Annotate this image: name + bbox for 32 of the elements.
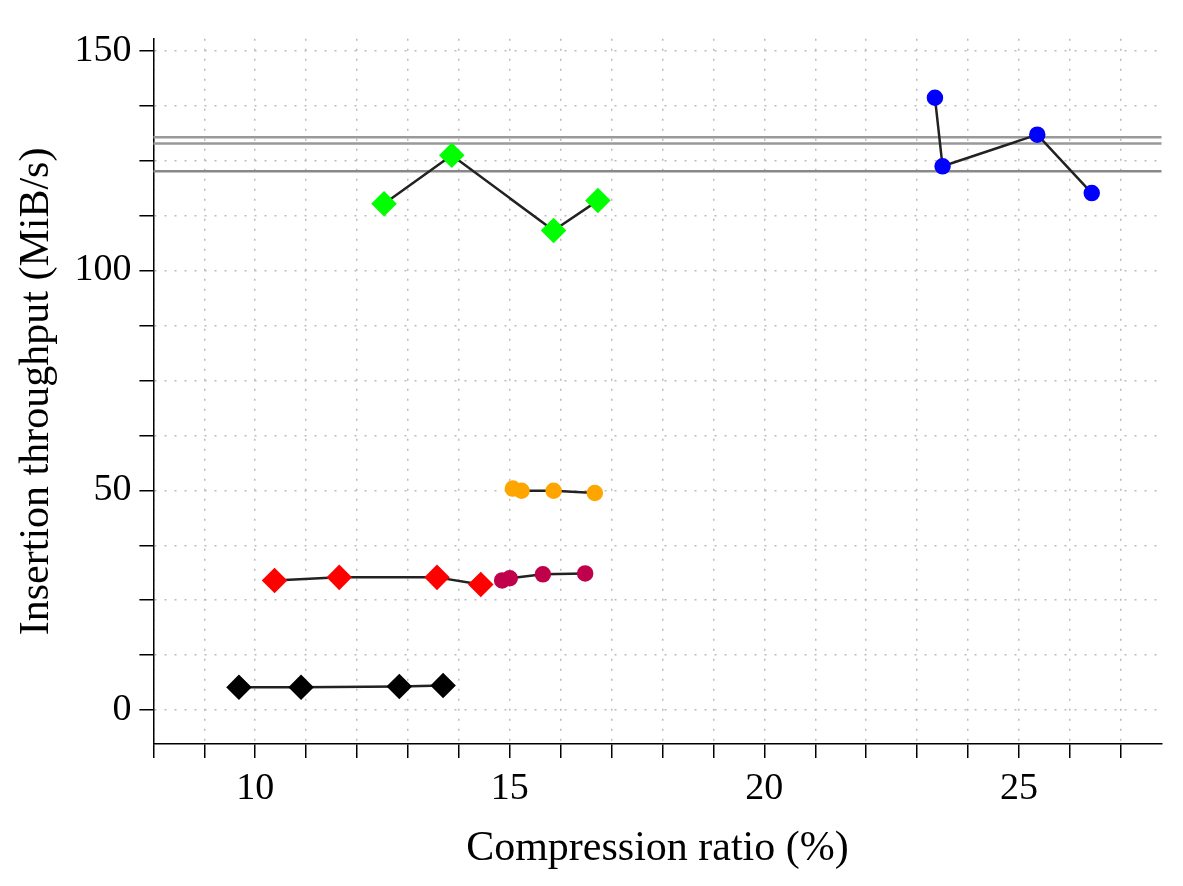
point [262,568,287,593]
point [326,565,352,590]
point [545,482,562,500]
point [371,191,397,216]
y-tick-label: 50 [93,466,132,509]
x-tick-label: 10 [236,764,275,807]
x-tick-label: 20 [745,764,784,807]
y-tick-label: 0 [112,686,132,729]
point [576,565,594,582]
point [424,565,450,590]
point [439,143,465,168]
point [430,673,456,698]
point [288,675,314,700]
point [226,675,252,700]
point [468,572,494,597]
y-tick-label: 100 [74,246,132,289]
point [387,674,412,699]
point [934,158,951,175]
y-axis-title: Insertion throughput (MiB/s) [11,147,59,636]
point [513,482,530,500]
point [585,188,611,213]
point [1029,126,1046,143]
x-tick-label: 15 [490,764,529,807]
y-tick-label: 150 [74,26,132,69]
point [501,570,519,587]
x-tick-label: 25 [999,764,1038,807]
point [586,484,604,502]
point [534,566,552,583]
point [1083,184,1100,202]
point [926,89,944,106]
point [541,218,566,243]
x-axis-title: Compression ratio (%) [466,822,849,870]
